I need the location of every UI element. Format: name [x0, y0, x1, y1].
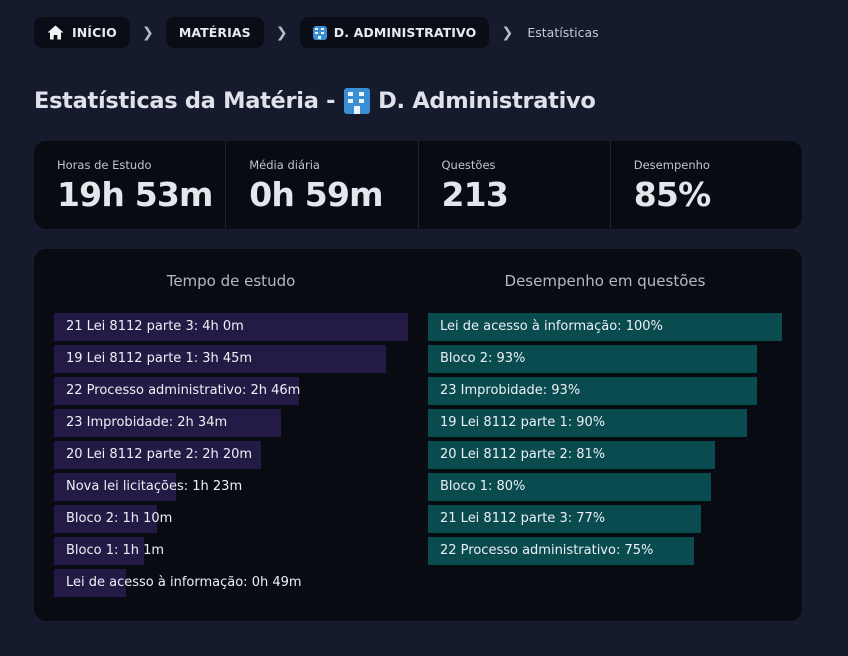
chart-title: Tempo de estudo	[166, 272, 296, 290]
stat-daily-average: Média diária 0h 59m	[226, 141, 419, 229]
stat-value: 213	[441, 175, 509, 214]
stat-label: Média diária	[249, 158, 320, 172]
chevron-right-icon: ❯	[141, 24, 154, 41]
home-icon	[47, 25, 64, 40]
stat-study-hours: Horas de Estudo 19h 53m	[34, 141, 227, 229]
breadcrumb-home[interactable]: INÍCIO	[34, 17, 130, 48]
study-time-bars: 21 Lei 8112 parte 3: 4h 0m 19 Lei 8112 pa…	[54, 313, 408, 601]
breadcrumb-current: Estatísticas	[527, 25, 599, 40]
study-time-bar-row: Lei de acesso à informação: 0h 49m	[54, 569, 408, 597]
performance-bar	[428, 537, 694, 565]
study-time-bar-label: 21 Lei 8112 parte 3: 4h 0m	[66, 319, 244, 334]
office-building-icon	[312, 25, 327, 40]
performance-bar-label: Lei de acesso à informação: 100%	[440, 319, 663, 334]
breadcrumb: INÍCIO ❯ MATÉRIAS ❯ D. ADMINISTRATIVO ❯ …	[34, 17, 601, 48]
performance-bar-row: Bloco 2: 93%	[428, 345, 782, 373]
performance-bar	[428, 409, 747, 437]
breadcrumb-home-label: INÍCIO	[72, 25, 117, 40]
stat-label: Desempenho	[633, 158, 710, 172]
study-time-bar	[54, 473, 176, 501]
performance-bar	[428, 377, 757, 405]
study-time-bar	[54, 345, 386, 373]
performance-bar-label: Bloco 1: 80%	[440, 479, 526, 494]
chevron-right-icon: ❯	[501, 24, 514, 41]
chevron-right-icon: ❯	[275, 24, 288, 41]
stat-value: 85%	[633, 175, 711, 214]
study-time-bar-label: 20 Lei 8112 parte 2: 2h 20m	[66, 447, 253, 462]
charts-panel: Tempo de estudo 21 Lei 8112 parte 3: 4h …	[34, 249, 802, 621]
study-time-bar	[54, 441, 261, 469]
performance-bar	[428, 345, 757, 373]
study-time-bar-row: Nova lei licitações: 1h 23m	[54, 473, 408, 501]
performance-bar	[428, 473, 711, 501]
performance-bars: Lei de acesso à informação: 100% Bloco 2:…	[428, 313, 782, 569]
study-time-bar-label: 22 Processo administrativo: 2h 46m	[66, 383, 301, 398]
page-title-prefix: Estatísticas da Matéria -	[34, 88, 336, 114]
breadcrumb-subject-label: D. ADMINISTRATIVO	[333, 25, 477, 40]
performance-bar-row: Bloco 1: 80%	[428, 473, 782, 501]
study-time-bar-label: 19 Lei 8112 parte 1: 3h 45m	[66, 351, 253, 366]
study-time-bar-row: 23 Improbidade: 2h 34m	[54, 409, 408, 437]
study-time-bar-row: 19 Lei 8112 parte 1: 3h 45m	[54, 345, 408, 373]
performance-bar-row: 21 Lei 8112 parte 3: 77%	[428, 505, 782, 533]
performance-bar-label: 23 Improbidade: 93%	[440, 383, 581, 398]
performance-bar	[428, 505, 701, 533]
stat-label: Horas de Estudo	[57, 158, 152, 172]
study-time-bar	[54, 569, 126, 597]
stat-performance: Desempenho 85%	[611, 141, 802, 229]
study-time-bar-label: Bloco 1: 1h 1m	[66, 543, 165, 558]
performance-bar-label: 19 Lei 8112 parte 1: 90%	[440, 415, 606, 430]
performance-bar-row: Lei de acesso à informação: 100%	[428, 313, 782, 341]
study-time-bar-label: Nova lei licitações: 1h 23m	[66, 479, 243, 494]
study-time-bar	[54, 537, 144, 565]
study-time-bar-label: Bloco 2: 1h 10m	[66, 511, 173, 526]
study-time-bar-row: 22 Processo administrativo: 2h 46m	[54, 377, 408, 405]
stat-value: 19h 53m	[57, 175, 213, 214]
breadcrumb-subjects-label: MATÉRIAS	[178, 25, 251, 40]
performance-bar-label: 20 Lei 8112 parte 2: 81%	[440, 447, 606, 462]
breadcrumb-subject[interactable]: D. ADMINISTRATIVO	[299, 17, 490, 48]
performance-bar-row: 19 Lei 8112 parte 1: 90%	[428, 409, 782, 437]
study-time-bar-row: 20 Lei 8112 parte 2: 2h 20m	[54, 441, 408, 469]
stat-value: 0h 59m	[249, 175, 383, 214]
performance-bar-label: 22 Processo administrativo: 75%	[440, 543, 654, 558]
performance-bar	[428, 313, 782, 341]
breadcrumb-subjects[interactable]: MATÉRIAS	[165, 17, 264, 48]
stat-label: Questões	[441, 158, 496, 172]
study-time-bar	[54, 505, 157, 533]
study-time-bar-label: 23 Improbidade: 2h 34m	[66, 415, 228, 430]
stat-questions: Questões 213	[419, 141, 611, 229]
performance-bar-label: 21 Lei 8112 parte 3: 77%	[440, 511, 606, 526]
performance-bar-row: 23 Improbidade: 93%	[428, 377, 782, 405]
study-time-bar-row: Bloco 2: 1h 10m	[54, 505, 408, 533]
performance-bar-label: Bloco 2: 93%	[440, 351, 526, 366]
performance-bar-row: 20 Lei 8112 parte 2: 81%	[428, 441, 782, 469]
study-time-bar-row: 21 Lei 8112 parte 3: 4h 0m	[54, 313, 408, 341]
performance-bar-row: 22 Processo administrativo: 75%	[428, 537, 782, 565]
study-time-bar-label: Lei de acesso à informação: 0h 49m	[66, 575, 302, 590]
page-title-subject: D. Administrativo	[378, 88, 596, 114]
study-time-bar	[54, 409, 281, 437]
chart-title: Desempenho em questões	[504, 272, 706, 290]
page-title: Estatísticas da Matéria - D. Administrat…	[34, 88, 596, 114]
performance-bar	[428, 441, 715, 469]
stats-panel: Horas de Estudo 19h 53m Média diária 0h …	[34, 141, 802, 229]
study-time-bar-row: Bloco 1: 1h 1m	[54, 537, 408, 565]
study-time-bar	[54, 377, 299, 405]
office-building-icon	[344, 88, 371, 114]
study-time-bar	[54, 313, 408, 341]
